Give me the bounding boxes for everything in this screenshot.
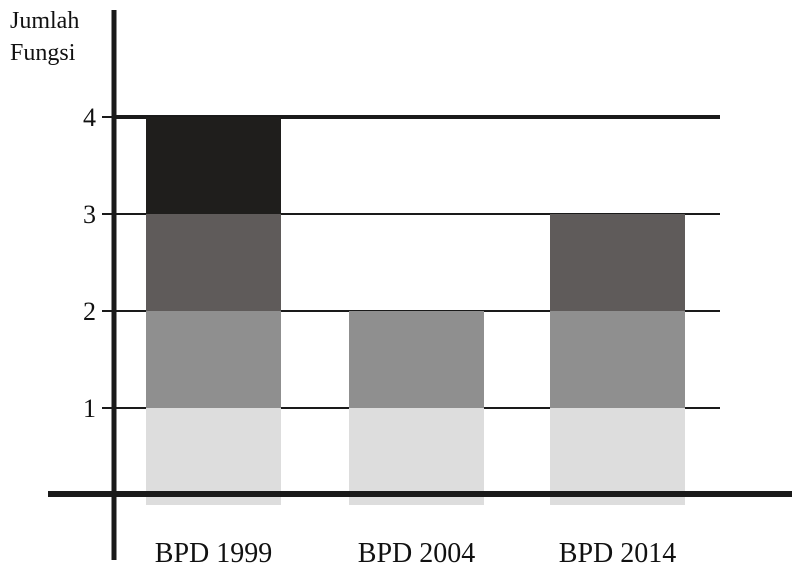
bars (146, 117, 685, 505)
bar-segment (550, 311, 685, 408)
bar-segment (349, 311, 484, 408)
x-category-label: BPD 2004 (358, 538, 475, 567)
labels: Jumlah Fungsi 1 2 3 4 BPD 1999 BPD 2004 BPD 20… (10, 8, 676, 567)
bar-segment (146, 311, 281, 408)
y-axis-title-line-1: Jumlah (10, 8, 79, 34)
axes (48, 10, 792, 560)
x-category-label: BPD 2014 (559, 538, 676, 567)
x-category-label: BPD 1999 (155, 538, 272, 567)
y-axis-title-line-2: Fungsi (10, 40, 76, 66)
y-tick-label: 4 (83, 103, 96, 132)
y-tick-label: 3 (83, 200, 96, 229)
bar-segment (146, 214, 281, 311)
bar-segment (550, 214, 685, 311)
y-tick-label: 2 (83, 297, 96, 326)
bar-segment (146, 408, 281, 505)
bar-segment (349, 408, 484, 505)
bar-segment (146, 117, 281, 214)
bar-segment (550, 408, 685, 505)
y-tick-label: 1 (83, 394, 96, 423)
